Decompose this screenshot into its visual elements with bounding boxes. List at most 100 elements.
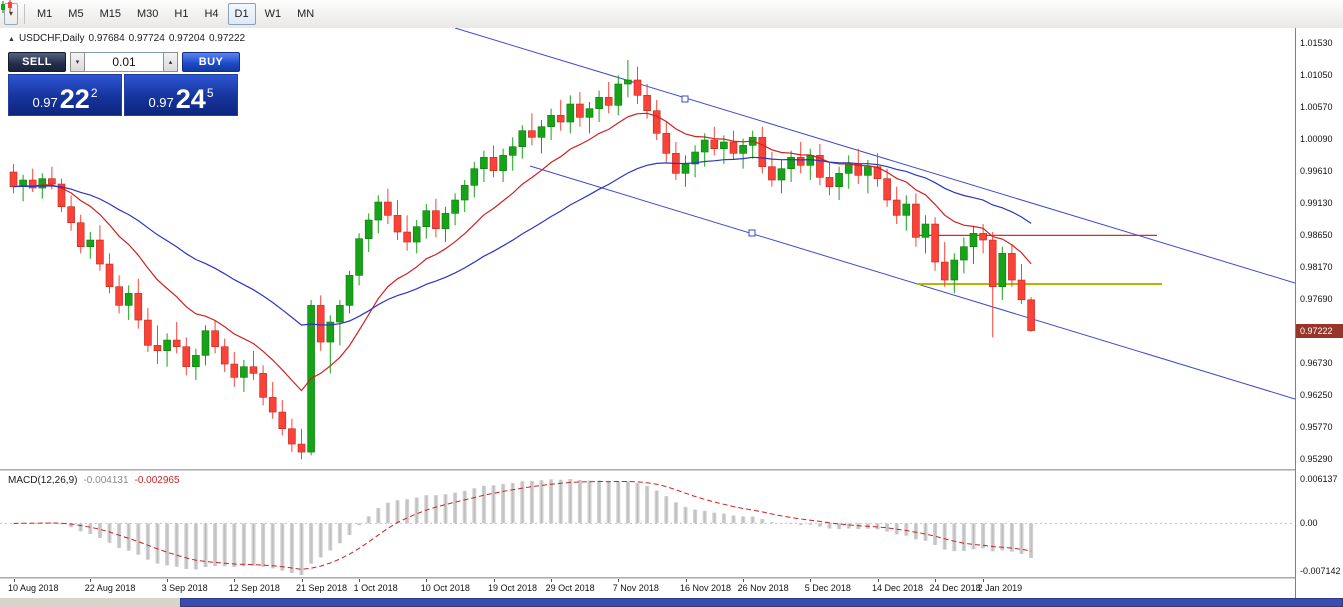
timeframe-button-w1[interactable]: W1 [258,3,289,25]
macd-indicator-pane[interactable]: MACD(12,26,9) -0.004131 -0.002965 [0,471,1295,577]
date-axis-label: 26 Nov 2018 [737,583,789,593]
scrollbar-thumb[interactable] [180,598,1343,607]
pane-separator[interactable] [0,469,1343,471]
candlestick-chart-icon [1,0,12,13]
date-tick [426,579,428,582]
date-axis-label: 21 Sep 2018 [296,583,348,593]
price-axis-label: 1.00090 [1300,134,1333,145]
buy-price-pips: 24 [175,84,206,115]
pane-separator [0,577,1343,579]
date-tick [13,579,15,582]
price-axis-label: 0.99130 [1300,198,1333,209]
horizontal-scrollbar[interactable] [0,598,1343,607]
timeframe-button-m15[interactable]: M15 [93,3,128,25]
date-axis-label: 5 Dec 2018 [804,583,851,593]
date-tick [685,579,687,582]
timeframe-button-mn[interactable]: MN [290,3,321,25]
macd-axis-label: 0.00 [1300,518,1318,529]
date-axis[interactable]: 10 Aug 2018 22 Aug 2018 3 Sep 2018 12 Sep 2… [0,579,1295,598]
price-axis-label: 0.98650 [1300,230,1333,241]
sell-price-display[interactable]: 0.97 22 2 [8,74,122,116]
date-axis-label: 29 Oct 2018 [545,583,595,593]
ohlc-high: 0.97724 [128,33,165,44]
macd-axis-label: -0.007142 [1300,566,1341,576]
symbol-ohlc-line: ▲ USDCHF,Daily 0.97684 0.97724 0.97204 0.9722… [8,33,249,44]
ohlc-close: 0.97222 [208,33,246,44]
date-axis-label: 22 Aug 2018 [84,583,136,593]
price-axis-label: 0.95290 [1300,454,1333,465]
macd-name: MACD(12,26,9) [8,475,78,486]
macd-canvas[interactable] [0,471,1295,577]
buy-price-display[interactable]: 0.97 24 5 [124,74,238,116]
chevron-down-icon: ▾ [9,9,14,18]
date-tick [551,579,553,582]
price-axis-label: 0.98170 [1300,262,1333,273]
date-tick [90,579,92,582]
volume-increase-button[interactable]: ▴ [163,52,178,72]
date-axis-label: 16 Nov 2018 [680,583,732,593]
date-tick [810,579,812,582]
date-tick [234,579,236,582]
timeframe-button-m1[interactable]: M1 [30,3,59,25]
date-axis-label: 12 Sep 2018 [228,583,280,593]
timeframe-button-d1[interactable]: D1 [227,3,256,25]
price-axis-label: 1.00570 [1300,102,1333,113]
price-chart-pane[interactable]: ▲ USDCHF,Daily 0.97684 0.97724 0.97204 0.9722… [0,28,1295,469]
ohlc-open: 0.97684 [88,33,125,44]
date-tick [618,579,620,582]
date-tick [167,579,169,582]
date-tick [983,579,985,582]
price-axis-label: 0.99610 [1300,166,1333,177]
date-tick [935,579,937,582]
date-axis-label: 7 Nov 2018 [612,583,659,593]
price-axis-label: 1.01530 [1300,38,1333,49]
timeframe-button-m30[interactable]: M30 [130,3,165,25]
volume-decrease-button[interactable]: ▾ [70,52,85,72]
price-axis-label: 0.95770 [1300,422,1333,433]
date-axis-label: 19 Oct 2018 [488,583,538,593]
price-axis-label: 0.96250 [1300,390,1333,401]
date-axis-label: 10 Oct 2018 [420,583,470,593]
macd-signal-value: -0.002965 [134,475,180,486]
date-tick [301,579,303,582]
ohlc-low: 0.97204 [168,33,205,44]
sell-button[interactable]: SELL [8,52,66,72]
date-tick [743,579,745,582]
macd-axis-label: 0.006137 [1300,474,1338,484]
timeframe-buttons: M1 M5 M15 M30 H1 H4 D1 W1 MN [29,3,322,25]
macd-label: MACD(12,26,9) -0.004131 -0.002965 [8,475,180,486]
sell-price-point: 2 [90,86,98,100]
date-axis-label: 10 Aug 2018 [8,583,59,593]
price-axis-label: 0.97690 [1300,294,1333,305]
price-axis-label: 0.96730 [1300,358,1333,369]
price-chart-canvas[interactable] [0,28,1295,469]
volume-value[interactable]: 0.01 [85,52,163,72]
date-tick [493,579,495,582]
current-price-badge: 0.97222 [1296,323,1343,338]
date-axis-label: 3 Sep 2018 [161,583,208,593]
date-axis-label: 1 Oct 2018 [353,583,398,593]
one-click-trading-panel: SELL ▾ 0.01 ▴ BUY 0.97 22 2 0.97 24 5 [8,52,240,116]
date-axis-label: 14 Dec 2018 [872,583,924,593]
date-axis-label: 2 Jan 2019 [977,583,1023,593]
chart-tools-button[interactable]: ▾ [1,0,19,25]
timeframe-button-h1[interactable]: H1 [167,3,195,25]
buy-price-main: 0.97 [148,95,174,110]
timeframe-toolbar: ▾ M1 M5 M15 M30 H1 H4 D1 W1 MN [0,0,1343,29]
macd-value: -0.004131 [83,475,129,486]
timeframe-button-m5[interactable]: M5 [61,3,90,25]
toolbar-separator [24,4,26,24]
sell-price-pips: 22 [59,84,90,115]
buy-price-point: 5 [206,86,214,100]
date-tick [359,579,361,582]
date-tick [877,579,879,582]
timeframe-button-h4[interactable]: H4 [197,3,225,25]
sell-price-main: 0.97 [32,95,58,110]
symbol-name: USDCHF,Daily [18,33,85,44]
price-axis[interactable]: 1.01530 1.01050 1.00570 1.00090 0.99610 0.991… [1295,28,1343,598]
date-axis-label: 24 Dec 2018 [929,583,981,593]
buy-button[interactable]: BUY [182,52,240,72]
volume-stepper: ▾ 0.01 ▴ [70,52,178,72]
collapse-panel-icon[interactable]: ▲ [8,36,15,43]
